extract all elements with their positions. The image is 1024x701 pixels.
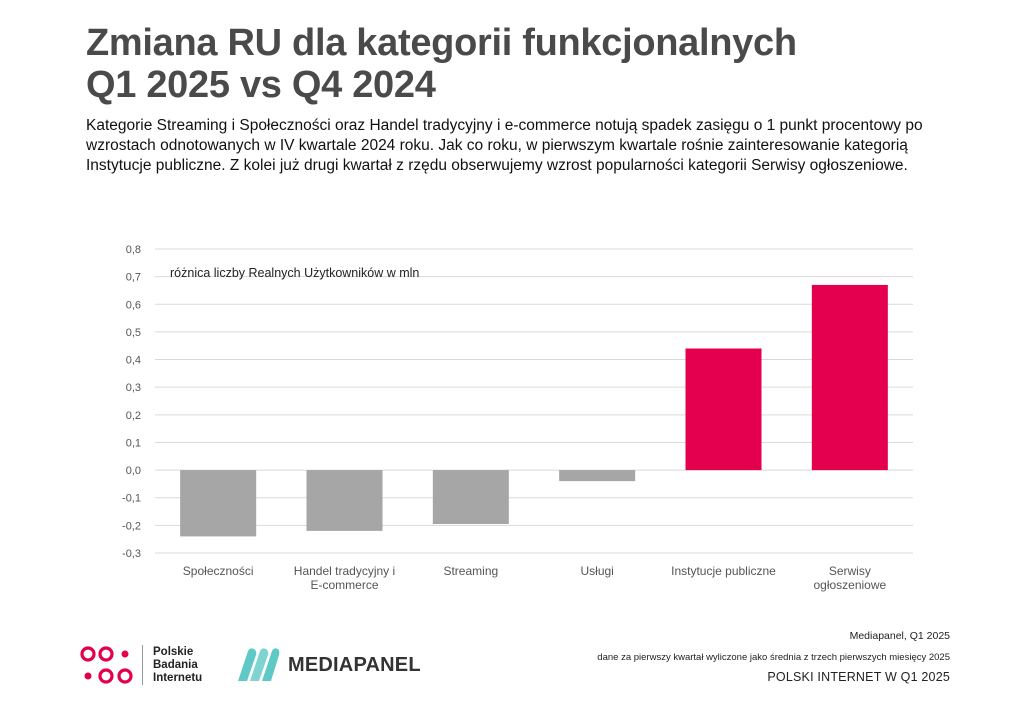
bar bbox=[306, 470, 383, 531]
pbi-logo-text: Polskie Badania Internetu bbox=[153, 646, 202, 685]
mediapanel-name: MEDIAPANEL bbox=[288, 653, 421, 676]
bar bbox=[811, 284, 888, 471]
y-tick-label: -0,1 bbox=[122, 493, 141, 505]
y-tick-label: 0,5 bbox=[126, 327, 141, 339]
page-title: Zmiana RU dla kategorii funkcjonalnych Q… bbox=[86, 22, 966, 106]
x-tick-label: ogłoszeniowe bbox=[813, 578, 886, 592]
mediapanel-mark-icon bbox=[238, 648, 280, 681]
bar bbox=[180, 470, 257, 537]
x-tick-label: Handel tradycyjny i bbox=[294, 564, 395, 578]
method-note: dane za pierwszy kwartał wyliczone jako … bbox=[597, 652, 950, 663]
x-tick-label: Streaming bbox=[443, 564, 498, 578]
y-tick-label: -0,3 bbox=[122, 548, 141, 560]
y-tick-label: -0,2 bbox=[122, 520, 141, 532]
y-tick-label: 0,3 bbox=[126, 382, 141, 394]
y-tick-label: 0,0 bbox=[126, 465, 141, 477]
title-line-1: Zmiana RU dla kategorii funkcjonalnych bbox=[86, 22, 797, 64]
pbi-line-3: Internetu bbox=[153, 671, 203, 684]
pbi-logo: Polskie Badania Internetu bbox=[80, 644, 202, 686]
page-subtitle: Kategorie Streaming i Społeczności oraz … bbox=[86, 117, 923, 174]
bar bbox=[685, 348, 762, 471]
chart-annotation: różnica liczby Realnych Użytkowników w m… bbox=[170, 266, 419, 280]
mediapanel-logo: MEDIAPANEL bbox=[236, 646, 421, 684]
report-brand: POLSKI INTERNET W Q1 2025 bbox=[767, 670, 950, 684]
y-tick-label: 0,8 bbox=[126, 244, 141, 256]
y-tick-label: 0,1 bbox=[126, 437, 141, 449]
pbi-line-2: Badania bbox=[153, 658, 198, 671]
x-tick-label: Serwisy bbox=[829, 564, 871, 578]
x-tick-label: Usługi bbox=[580, 564, 613, 578]
y-tick-label: 0,4 bbox=[126, 355, 141, 367]
pbi-line-1: Polskie bbox=[153, 645, 194, 658]
y-tick-label: 0,6 bbox=[126, 299, 141, 311]
bar bbox=[432, 470, 509, 524]
pbi-dots-icon bbox=[80, 646, 133, 684]
y-tick-label: 0,7 bbox=[126, 272, 141, 284]
pbi-separator bbox=[142, 645, 143, 685]
x-tick-label: E-commerce bbox=[310, 578, 378, 592]
x-tick-label: Społeczności bbox=[183, 564, 254, 578]
y-tick-label: 0,2 bbox=[126, 410, 141, 422]
bar bbox=[559, 470, 636, 482]
title-line-2: Q1 2025 vs Q4 2024 bbox=[86, 64, 436, 106]
source-note: Mediapanel, Q1 2025 bbox=[849, 630, 950, 642]
x-tick-label: Instytucje publiczne bbox=[671, 564, 776, 578]
